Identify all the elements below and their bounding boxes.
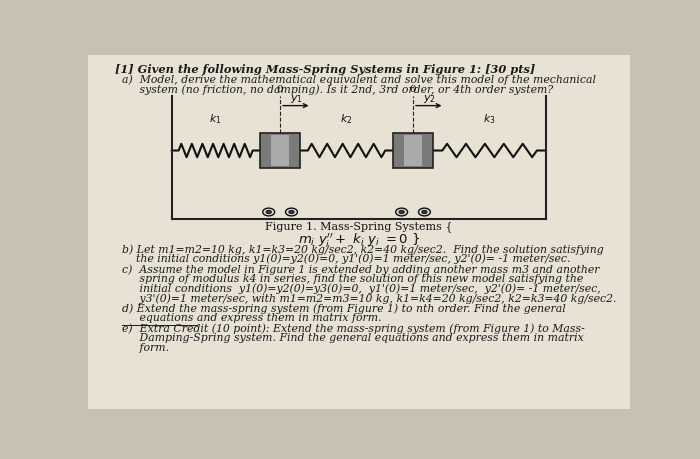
- Bar: [260, 133, 300, 168]
- Circle shape: [286, 208, 298, 216]
- Text: $k_3$: $k_3$: [484, 112, 496, 126]
- Text: a)  Model, derive the mathematical equivalent and solve this model of the mechan: a) Model, derive the mathematical equiva…: [115, 74, 596, 85]
- Circle shape: [399, 210, 405, 214]
- Bar: [404, 134, 422, 167]
- Text: c)  Assume the model in Figure 1 is extended by adding another mass m3 and anoth: c) Assume the model in Figure 1 is exten…: [115, 264, 599, 275]
- Circle shape: [266, 210, 272, 214]
- Text: initial conditions  y1(0)=y2(0)=y3(0)=0,  y1'(0)=1 meter/sec,  y2'(0)= -1 meter/: initial conditions y1(0)=y2(0)=y3(0)=0, …: [115, 283, 601, 294]
- Text: $k_1$: $k_1$: [209, 112, 222, 126]
- Text: Figure 1. Mass-Spring Systems {: Figure 1. Mass-Spring Systems {: [265, 221, 452, 232]
- Circle shape: [421, 210, 427, 214]
- Text: $y_1$: $y_1$: [290, 93, 303, 105]
- Circle shape: [289, 210, 294, 214]
- Text: spring of modulus k4 in series, find the solution of this new model satisfying t: spring of modulus k4 in series, find the…: [115, 274, 583, 284]
- Text: y3'(0)=1 meter/sec, with m1=m2=m3=10 kg, k1=k4=20 kg/sec2, k2=k3=40 kg/sec2.: y3'(0)=1 meter/sec, with m1=m2=m3=10 kg,…: [115, 293, 616, 303]
- Text: form.: form.: [115, 343, 169, 353]
- Text: d) Extend the mass-spring system (from Figure 1) to nth order. Find the general: d) Extend the mass-spring system (from F…: [115, 303, 566, 314]
- Text: $m_i\ y_i^{\prime\prime} +\ k_i\ y_i\ = 0\ \}$: $m_i\ y_i^{\prime\prime} +\ k_i\ y_i\ = …: [298, 232, 420, 250]
- Text: $k_2$: $k_2$: [340, 112, 353, 126]
- Text: equations and express them in matrix form.: equations and express them in matrix for…: [115, 313, 382, 323]
- Text: 0: 0: [410, 85, 416, 94]
- Bar: [271, 134, 289, 167]
- Text: Damping-Spring system. Find the general equations and express them in matrix: Damping-Spring system. Find the general …: [115, 333, 583, 343]
- Text: 0: 0: [276, 85, 284, 94]
- Text: e)  Extra Credit (10 point): Extend the mass-spring system (from Figure 1) to Ma: e) Extra Credit (10 point): Extend the m…: [115, 324, 584, 334]
- Text: $y_2$: $y_2$: [423, 93, 436, 105]
- Text: b) Let m1=m2=10 kg, k1=k3=20 kg/sec2, k2=40 kg/sec2.  Find the solution satisfyi: b) Let m1=m2=10 kg, k1=k3=20 kg/sec2, k2…: [115, 244, 603, 255]
- Text: [1] Given the following Mass-Spring Systems in Figure 1: [30 pts]: [1] Given the following Mass-Spring Syst…: [115, 64, 535, 75]
- Bar: [393, 133, 433, 168]
- Text: system (no friction, no damping). Is it 2nd, 3rd order, or 4th order system?: system (no friction, no damping). Is it …: [115, 84, 553, 95]
- Circle shape: [395, 208, 407, 216]
- Text: the initial conditions y1(0)=y2(0)=0, y1'(0)=1 meter/sec, y2'(0)= -1 meter/sec.: the initial conditions y1(0)=y2(0)=0, y1…: [115, 254, 570, 264]
- Circle shape: [262, 208, 274, 216]
- Circle shape: [419, 208, 430, 216]
